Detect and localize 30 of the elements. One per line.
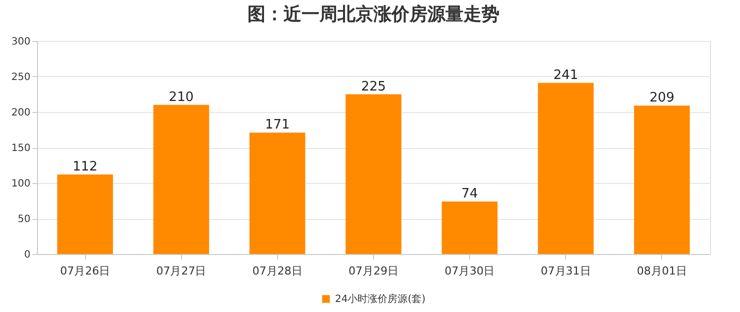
data-label: 171 [264,118,290,133]
y-tick-label: 300 [11,36,30,48]
y-tick-label: 100 [11,178,30,190]
x-tick-label: 07月26日 [60,264,110,278]
data-label: 209 [650,90,674,106]
chart-title: 图：近一周北京涨价房源量走势 [248,4,500,25]
data-label: 225 [361,79,386,94]
bar [153,104,210,254]
x-tick-label: 08月01日 [636,264,687,278]
y-tick-label: 50 [18,214,30,225]
x-tick-label: 07月27日 [156,264,206,278]
x-tick-label: 07月30日 [444,264,495,278]
y-tick-label: 0 [24,250,30,260]
bar [57,174,113,254]
data-label: 241 [553,68,578,83]
y-tick-label: 200 [11,108,30,118]
data-label: 112 [72,159,98,174]
data-label: 74 [461,186,478,202]
y-tick-label: 150 [11,143,30,154]
bar [538,82,594,254]
bar [249,132,306,254]
y-tick-label: 250 [11,72,30,83]
bar [442,201,498,254]
x-tick-label: 07月28日 [252,264,302,278]
bar [346,94,402,254]
x-tick-label: 07月29日 [348,264,398,278]
x-tick-label: 07月31日 [540,264,591,278]
legend-label: 24小时涨价房源(套) [335,293,426,305]
bar [634,106,690,254]
data-label: 210 [168,90,194,105]
